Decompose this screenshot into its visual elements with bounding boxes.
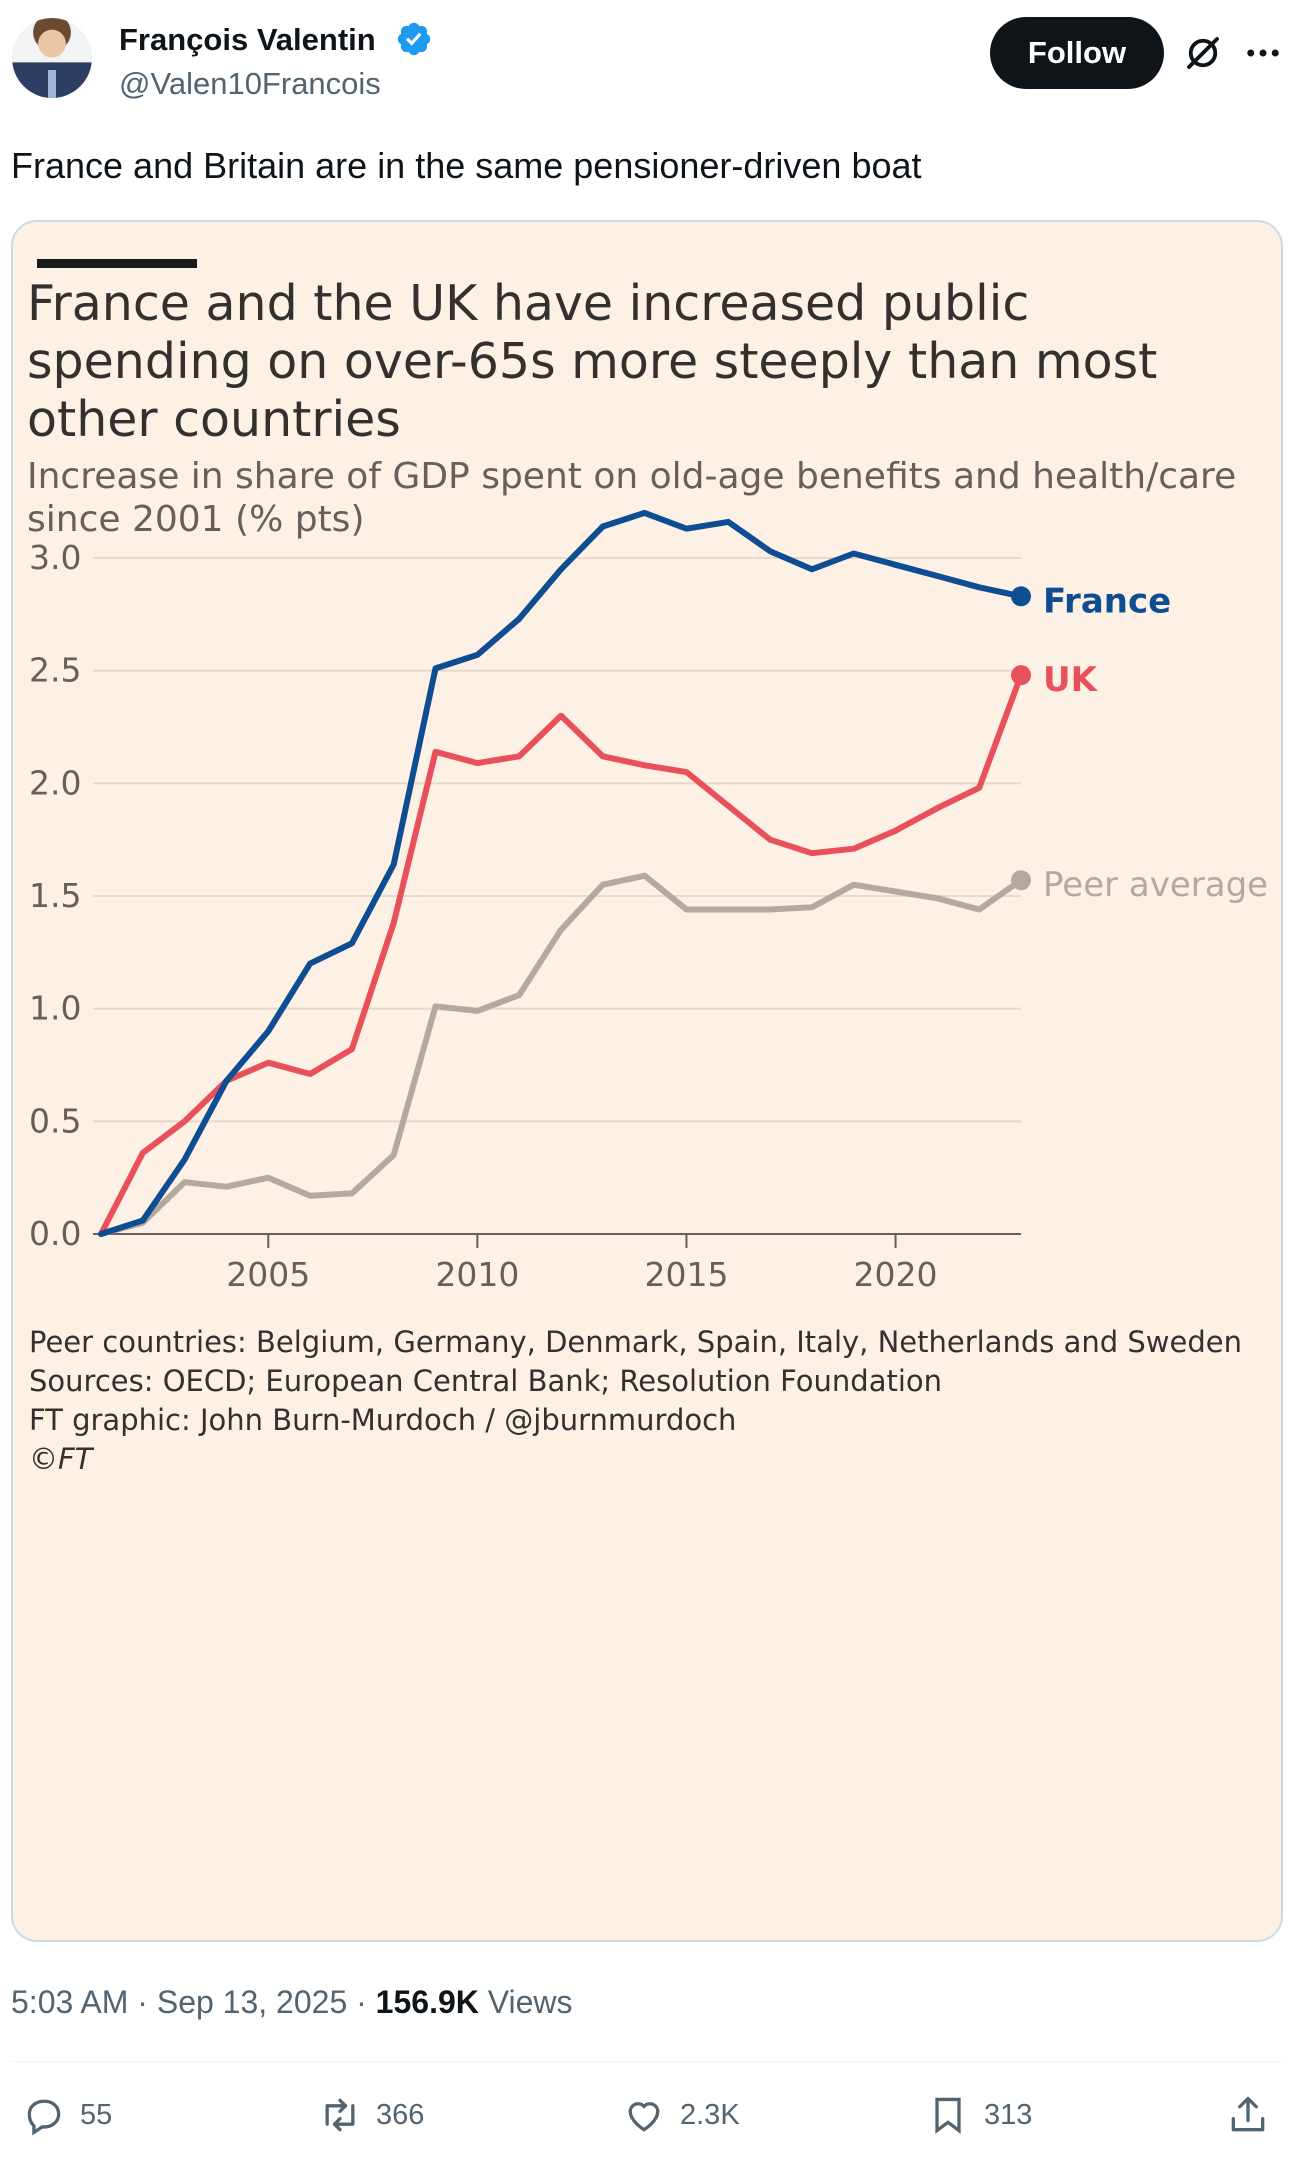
x-tick-label: 2015 bbox=[644, 1255, 728, 1294]
series-line-uk bbox=[98, 672, 1024, 1237]
reply-count: 55 bbox=[80, 2098, 113, 2131]
repost-count: 366 bbox=[376, 2098, 425, 2131]
chart-footer-line: ©FT bbox=[29, 1442, 95, 1476]
y-tick-label: 2.0 bbox=[29, 763, 81, 802]
y-tick-label: 1.5 bbox=[29, 876, 81, 915]
tweet-timestamp[interactable]: 5:03 AM · Sep 13, 2025 · 156.9K Views bbox=[11, 1984, 573, 2020]
heart-icon bbox=[628, 2102, 660, 2132]
chart-title: France and the UK have increased publics… bbox=[27, 275, 1157, 448]
series-endpoint bbox=[1011, 870, 1031, 891]
chart-subtitle: Increase in share of GDP spent on old-ag… bbox=[27, 456, 1236, 540]
series-label: UK bbox=[1043, 660, 1099, 700]
chart-gridlines bbox=[93, 557, 1021, 1235]
chart-subtitle-line: since 2001 (% pts) bbox=[27, 499, 364, 540]
series-endpoint bbox=[1011, 665, 1031, 686]
avatar[interactable] bbox=[12, 18, 92, 98]
author-handle[interactable]: @Valen10Francois bbox=[119, 66, 381, 101]
y-axis-ticks: 0.0 0.5 1.0 1.5 2.0 2.5 3.0 bbox=[29, 538, 81, 1253]
x-tick-label: 2010 bbox=[435, 1255, 519, 1294]
views-label: Views bbox=[487, 1984, 573, 2020]
share-icon bbox=[1231, 2096, 1265, 2132]
x-tick-label: 2005 bbox=[226, 1255, 310, 1294]
grok-icon[interactable] bbox=[1182, 32, 1224, 74]
like-count: 2.3K bbox=[680, 2098, 740, 2131]
chart-footer-line: FT graphic: John Burn-Murdoch / @jburnmu… bbox=[29, 1403, 736, 1437]
views-count: 156.9K bbox=[375, 1984, 479, 2020]
time: 5:03 AM bbox=[11, 1984, 129, 2020]
y-tick-label: 1.0 bbox=[29, 989, 81, 1028]
more-icon[interactable] bbox=[1242, 32, 1284, 74]
repost-button[interactable]: 366 bbox=[318, 2085, 424, 2145]
tweet-text: France and Britain are in the same pensi… bbox=[11, 145, 922, 186]
chart-subtitle-line: Increase in share of GDP spent on old-ag… bbox=[27, 456, 1236, 497]
y-tick-label: 3.0 bbox=[29, 538, 81, 577]
chart-top-bar bbox=[37, 259, 197, 268]
tweet-header: François Valentin @Valen10Francois Follo… bbox=[0, 0, 1299, 110]
x-axis-ticks: 2005 2010 2015 2020 bbox=[226, 1234, 938, 1294]
chart-title-line: spending on over-65s more steeply than m… bbox=[27, 333, 1157, 390]
reply-button[interactable]: 55 bbox=[22, 2085, 112, 2145]
chart: France and the UK have increased publics… bbox=[27, 259, 1268, 1476]
date: Sep 13, 2025 bbox=[156, 1984, 348, 2020]
chart-series: Peer average UK France bbox=[98, 509, 1268, 1237]
divider bbox=[11, 2061, 1283, 2062]
series-line-peer-average bbox=[98, 872, 1024, 1237]
series-line-france bbox=[98, 509, 1024, 1237]
chart-footer: Peer countries: Belgium, Germany, Denmar… bbox=[29, 1325, 1242, 1476]
repost-icon bbox=[325, 2098, 355, 2132]
x-tick-label: 2020 bbox=[854, 1255, 938, 1294]
author-name[interactable]: François Valentin bbox=[119, 22, 376, 57]
chart-title-line: other countries bbox=[27, 391, 401, 448]
bookmark-count: 313 bbox=[984, 2098, 1033, 2131]
chart-footer-line: Peer countries: Belgium, Germany, Denmar… bbox=[29, 1325, 1242, 1359]
chart-footer-line: Sources: OECD; European Central Bank; Re… bbox=[29, 1364, 942, 1398]
series-label: France bbox=[1043, 581, 1171, 621]
like-button[interactable]: 2.3K bbox=[622, 2085, 740, 2145]
series-label: Peer average bbox=[1043, 865, 1268, 905]
share-button[interactable] bbox=[1226, 2085, 1284, 2145]
follow-button[interactable]: Follow bbox=[990, 17, 1164, 89]
y-tick-label: 0.5 bbox=[29, 1101, 81, 1140]
series-endpoint bbox=[1011, 586, 1031, 607]
chart-title-line: France and the UK have increased public bbox=[27, 275, 1029, 332]
reply-icon bbox=[27, 2099, 61, 2136]
y-tick-label: 0.0 bbox=[29, 1214, 81, 1253]
y-tick-label: 2.5 bbox=[29, 651, 81, 690]
bookmark-icon bbox=[935, 2097, 961, 2134]
verified-badge-icon bbox=[397, 22, 431, 56]
tweet-media-chart[interactable]: France and the UK have increased public s… bbox=[11, 220, 1283, 1942]
bookmark-button[interactable]: 313 bbox=[926, 2085, 1032, 2145]
